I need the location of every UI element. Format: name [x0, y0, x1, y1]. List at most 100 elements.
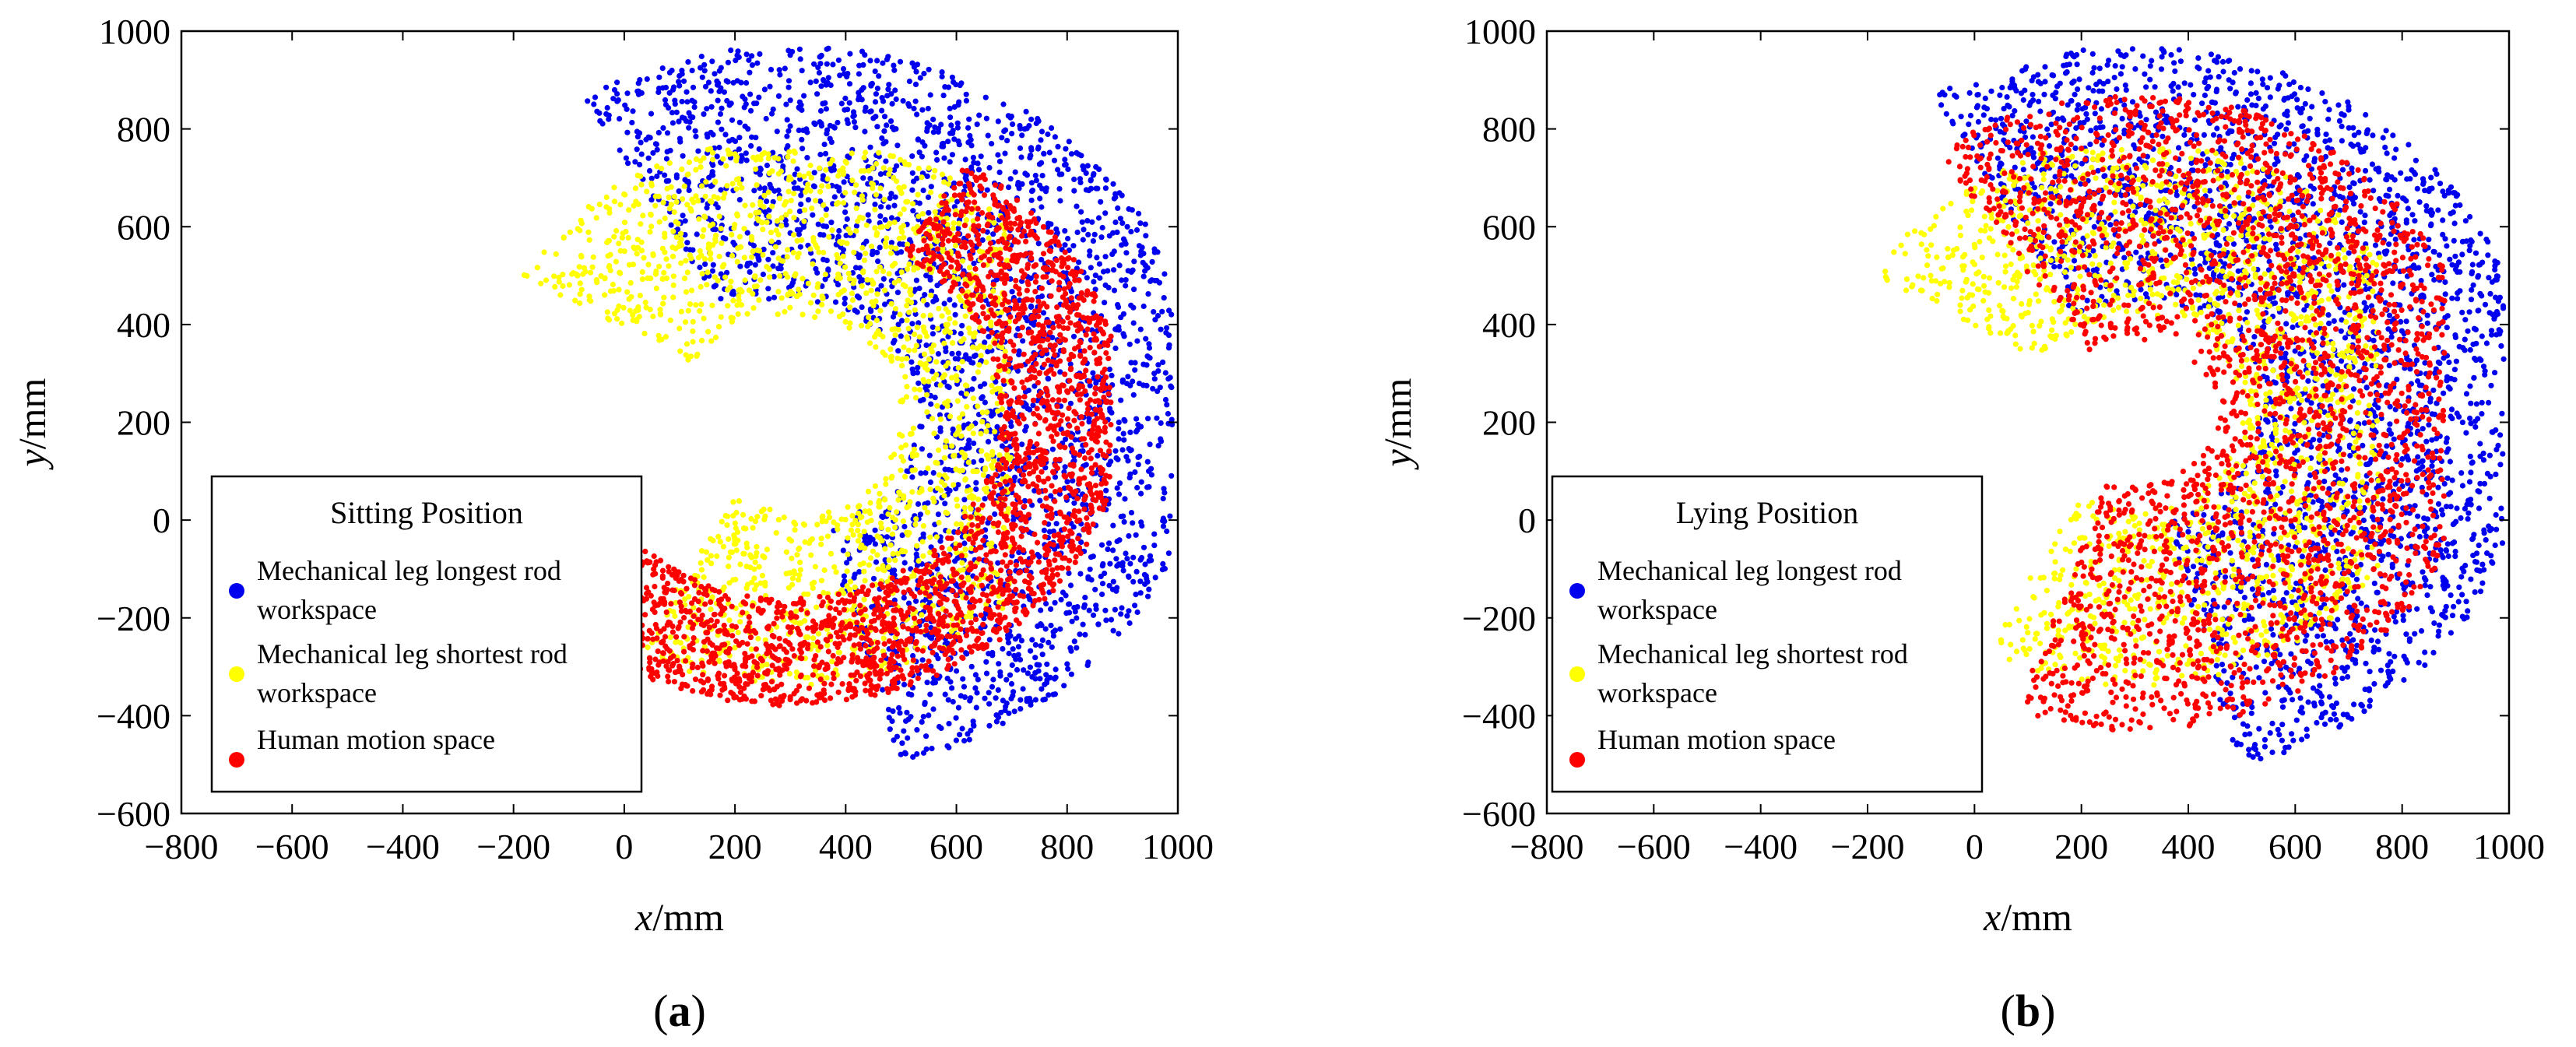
data-point	[880, 165, 887, 171]
data-point	[606, 237, 613, 244]
data-point	[972, 672, 979, 678]
data-point	[1098, 573, 1104, 580]
data-point	[1162, 396, 1169, 403]
data-point	[684, 240, 691, 246]
data-point	[748, 142, 754, 149]
data-point	[645, 262, 652, 268]
data-point	[944, 510, 951, 517]
data-point	[1012, 169, 1018, 175]
data-point	[659, 245, 666, 251]
data-point	[891, 567, 898, 574]
data-point	[1112, 220, 1119, 226]
data-point	[1156, 279, 1162, 286]
data-point	[892, 306, 899, 312]
data-point	[610, 96, 617, 102]
data-point	[751, 188, 757, 194]
data-point	[887, 195, 893, 202]
data-point	[1110, 627, 1116, 634]
data-point	[927, 92, 933, 98]
data-point	[1086, 378, 1093, 385]
data-point	[1091, 298, 1097, 304]
data-point	[702, 601, 708, 607]
data-point	[998, 567, 1004, 574]
data-point	[996, 637, 1003, 643]
data-point	[898, 269, 905, 276]
data-point	[719, 105, 725, 111]
data-point	[849, 297, 856, 303]
data-point	[931, 498, 937, 505]
data-point	[892, 517, 898, 523]
data-point	[946, 385, 952, 391]
data-point	[1050, 528, 1056, 535]
data-point	[975, 369, 981, 375]
data-point	[892, 525, 898, 531]
data-point	[969, 386, 975, 392]
data-point	[868, 308, 874, 314]
data-point	[1024, 698, 1030, 704]
data-point	[876, 73, 882, 79]
data-point	[709, 268, 716, 274]
data-point	[930, 416, 936, 422]
data-point	[1090, 370, 1096, 376]
data-point	[947, 114, 954, 121]
data-point	[887, 542, 894, 548]
data-point	[716, 144, 722, 151]
data-point	[852, 626, 859, 632]
data-point	[1109, 372, 1115, 378]
data-point	[606, 116, 612, 122]
data-point	[798, 201, 804, 207]
data-point	[796, 172, 803, 178]
data-point	[933, 149, 940, 156]
data-point	[769, 203, 775, 209]
data-point	[990, 676, 996, 683]
data-point	[792, 171, 798, 177]
data-point	[891, 167, 898, 174]
data-point	[760, 271, 767, 278]
data-point	[923, 230, 930, 237]
data-point	[923, 392, 930, 398]
data-point	[1001, 128, 1007, 135]
data-point	[1001, 423, 1007, 430]
data-point	[933, 359, 940, 365]
data-point	[868, 518, 874, 524]
data-point	[800, 276, 806, 282]
data-point	[783, 101, 789, 107]
data-point	[750, 305, 757, 311]
data-point	[1143, 336, 1149, 342]
data-point	[670, 273, 677, 279]
data-point	[879, 107, 885, 114]
data-point	[873, 232, 880, 238]
data-point	[1074, 203, 1080, 209]
data-point	[630, 312, 636, 318]
data-point	[963, 97, 969, 104]
data-point	[1133, 532, 1139, 538]
data-point	[842, 318, 849, 325]
data-point	[1038, 257, 1045, 263]
data-point	[890, 153, 896, 160]
data-point	[970, 344, 976, 350]
data-point	[774, 128, 780, 135]
data-point	[944, 743, 951, 749]
data-point	[778, 265, 784, 272]
data-point	[1144, 382, 1150, 388]
data-point	[1007, 114, 1014, 121]
data-point	[918, 470, 924, 476]
data-point	[909, 489, 915, 495]
data-point	[805, 634, 811, 641]
data-point	[914, 111, 920, 118]
data-point	[962, 313, 968, 319]
data-point	[826, 234, 832, 240]
data-point	[936, 305, 942, 311]
data-point	[1042, 681, 1048, 687]
data-point	[551, 273, 557, 279]
data-point	[1062, 242, 1068, 248]
data-point	[613, 227, 620, 234]
data-point	[1138, 479, 1144, 485]
data-point	[870, 165, 876, 171]
data-point	[754, 283, 760, 290]
data-point	[698, 301, 705, 307]
data-point	[944, 403, 951, 409]
data-point	[888, 475, 894, 481]
data-point	[736, 234, 743, 240]
data-point	[1039, 637, 1046, 644]
